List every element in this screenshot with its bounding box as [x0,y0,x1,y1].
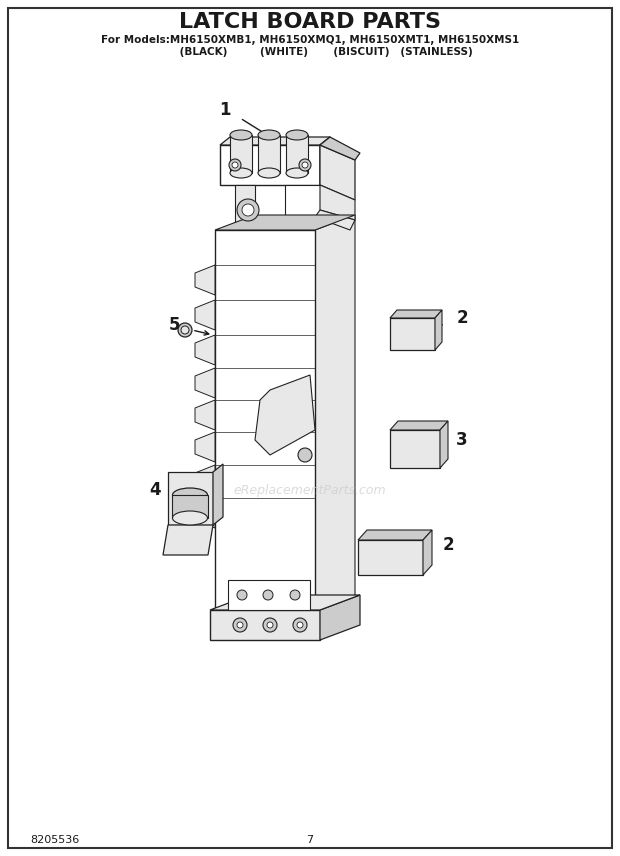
Polygon shape [163,525,213,555]
Text: 1: 1 [219,101,231,119]
Text: For Models:MH6150XMB1, MH6150XMQ1, MH6150XMT1, MH6150XMS1: For Models:MH6150XMB1, MH6150XMQ1, MH615… [101,35,519,45]
Polygon shape [195,265,215,295]
Circle shape [233,618,247,632]
Polygon shape [195,400,215,430]
Circle shape [242,204,254,216]
Polygon shape [285,185,320,215]
Circle shape [267,622,273,628]
Polygon shape [213,464,223,525]
Ellipse shape [230,130,252,140]
Polygon shape [195,498,215,528]
Polygon shape [210,610,320,640]
Polygon shape [255,375,315,455]
Polygon shape [220,145,320,185]
Ellipse shape [258,130,280,140]
Text: 8205536: 8205536 [30,835,79,845]
Circle shape [298,448,312,462]
Text: 4: 4 [149,481,161,499]
Polygon shape [320,137,360,160]
Circle shape [263,590,273,600]
Circle shape [237,590,247,600]
Text: 2: 2 [456,309,468,327]
Polygon shape [230,135,252,173]
Circle shape [297,622,303,628]
Ellipse shape [258,168,280,178]
Polygon shape [172,495,208,518]
Polygon shape [390,318,435,350]
Polygon shape [390,310,442,318]
Polygon shape [320,185,355,220]
Circle shape [229,159,241,171]
Circle shape [181,326,189,334]
Polygon shape [215,215,355,230]
Ellipse shape [172,488,208,502]
Polygon shape [440,421,448,468]
Circle shape [302,162,308,168]
Circle shape [290,590,300,600]
Text: 5: 5 [169,316,181,334]
Circle shape [293,618,307,632]
Circle shape [299,159,311,171]
Circle shape [178,323,192,337]
Polygon shape [228,580,310,610]
Polygon shape [320,137,330,185]
Polygon shape [258,135,280,173]
Text: 7: 7 [306,835,314,845]
Text: 3: 3 [456,431,468,449]
Polygon shape [390,430,440,468]
Polygon shape [320,145,355,200]
Polygon shape [168,472,213,525]
Text: eReplacementParts.com: eReplacementParts.com [234,484,386,496]
Polygon shape [358,540,423,575]
Circle shape [237,199,259,221]
Polygon shape [195,368,215,398]
Polygon shape [195,335,215,365]
Polygon shape [195,300,215,330]
Polygon shape [435,310,442,350]
Text: 2: 2 [442,536,454,554]
Polygon shape [210,595,360,610]
Ellipse shape [230,168,252,178]
Ellipse shape [172,511,208,525]
Polygon shape [220,137,330,145]
Polygon shape [315,215,355,610]
Polygon shape [358,530,432,540]
Ellipse shape [286,168,308,178]
Circle shape [232,162,238,168]
Polygon shape [315,210,355,230]
Polygon shape [423,530,432,575]
Polygon shape [235,185,255,225]
Polygon shape [320,595,360,640]
Polygon shape [215,230,315,610]
Text: (BLACK)         (WHITE)       (BISCUIT)   (STAINLESS): (BLACK) (WHITE) (BISCUIT) (STAINLESS) [147,47,473,57]
Circle shape [263,618,277,632]
Ellipse shape [286,130,308,140]
Polygon shape [390,421,448,430]
Polygon shape [195,465,215,495]
Text: LATCH BOARD PARTS: LATCH BOARD PARTS [179,12,441,32]
Polygon shape [195,432,215,462]
Circle shape [237,622,243,628]
Polygon shape [286,135,308,173]
